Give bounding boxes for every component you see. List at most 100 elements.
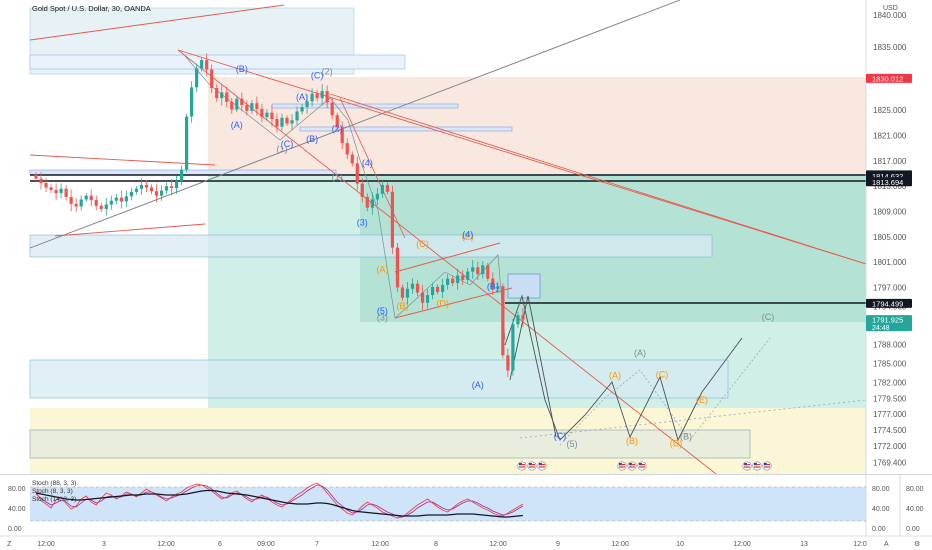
candle[interactable] — [501, 283, 505, 359]
candle[interactable] — [285, 115, 289, 126]
candle[interactable] — [360, 178, 364, 203]
candle[interactable] — [385, 182, 389, 195]
candle[interactable] — [491, 272, 495, 295]
candle[interactable] — [79, 195, 83, 211]
candle[interactable] — [255, 96, 259, 116]
price-tag[interactable]: 1813.694 — [866, 177, 912, 187]
candle[interactable] — [446, 273, 450, 290]
candle[interactable] — [370, 192, 374, 215]
candle[interactable] — [185, 113, 189, 173]
candle[interactable] — [265, 109, 269, 121]
candle[interactable] — [516, 311, 520, 328]
us-flag-event-icon[interactable] — [752, 461, 762, 471]
candle[interactable] — [466, 268, 470, 284]
candle[interactable] — [220, 85, 224, 106]
candle[interactable] — [44, 178, 48, 193]
candle[interactable] — [365, 193, 369, 212]
settings-icon[interactable]: ⚙ — [914, 540, 920, 548]
stochastic-pane[interactable]: Stoch (88, 3, 3)Stoch (8, 3, 3)Stoch (14… — [0, 474, 932, 537]
candle[interactable] — [380, 180, 384, 198]
candle[interactable] — [420, 285, 425, 310]
candle[interactable] — [375, 188, 379, 206]
candle[interactable] — [415, 280, 420, 297]
us-flag-event-icon[interactable] — [762, 461, 772, 471]
candle[interactable] — [471, 259, 475, 279]
candle[interactable] — [49, 184, 53, 194]
candle[interactable] — [225, 86, 229, 108]
candle[interactable] — [310, 88, 314, 107]
candle[interactable] — [335, 112, 339, 130]
candle[interactable] — [215, 84, 219, 102]
us-flag-event-icon[interactable] — [617, 461, 627, 471]
candle[interactable] — [506, 348, 510, 378]
candle[interactable] — [39, 172, 43, 190]
candle[interactable] — [174, 175, 179, 194]
candle[interactable] — [461, 270, 465, 286]
candle[interactable] — [245, 100, 249, 116]
candle[interactable] — [405, 282, 410, 305]
economic-event-icons[interactable] — [517, 461, 772, 471]
candle[interactable] — [240, 92, 244, 112]
candle[interactable] — [400, 284, 405, 301]
candle[interactable] — [84, 193, 88, 202]
candle[interactable] — [159, 185, 164, 201]
candle[interactable] — [114, 193, 118, 205]
candle[interactable] — [34, 172, 38, 182]
candle[interactable] — [456, 268, 460, 290]
candle[interactable] — [350, 151, 354, 167]
candle[interactable] — [390, 185, 395, 254]
candle[interactable] — [395, 242, 400, 293]
candle[interactable] — [200, 57, 204, 72]
auto-scale-icon[interactable]: A — [884, 541, 889, 548]
price-tag[interactable]: 1830.012 — [866, 73, 912, 84]
candle[interactable] — [325, 85, 329, 109]
candle[interactable] — [270, 105, 274, 127]
us-flag-event-icon[interactable] — [637, 461, 647, 471]
candle[interactable] — [486, 262, 490, 282]
candle[interactable] — [109, 195, 113, 210]
candle[interactable] — [355, 156, 359, 191]
candle[interactable] — [511, 319, 515, 376]
us-flag-event-icon[interactable] — [742, 461, 752, 471]
candle[interactable] — [235, 96, 239, 113]
candle[interactable] — [521, 308, 525, 327]
candle[interactable] — [280, 113, 284, 131]
candle[interactable] — [134, 186, 138, 195]
candle[interactable] — [149, 184, 154, 195]
candle[interactable] — [69, 189, 73, 212]
candle[interactable] — [305, 94, 309, 114]
us-flag-event-icon[interactable] — [527, 461, 537, 471]
candle[interactable] — [250, 100, 254, 114]
price-axis[interactable]: 1840.0001835.0001830.0001825.0001821.000… — [865, 0, 912, 474]
time-axis[interactable]: 12:00 3 12:00 6 09:00 7 12:00 8 12:00 9 12:00 10 12:… — [0, 535, 932, 548]
candle[interactable] — [441, 278, 445, 299]
candle[interactable] — [436, 284, 440, 295]
candle[interactable] — [300, 103, 304, 115]
candle[interactable] — [345, 138, 349, 160]
candle[interactable] — [169, 178, 174, 196]
us-flag-event-icon[interactable] — [627, 461, 637, 471]
candle[interactable] — [295, 106, 299, 125]
candle[interactable] — [129, 187, 133, 201]
candle[interactable] — [330, 98, 334, 120]
candle[interactable] — [230, 97, 234, 114]
candle[interactable] — [481, 261, 485, 279]
candle[interactable] — [451, 275, 455, 287]
candle[interactable] — [315, 90, 319, 102]
candle[interactable] — [210, 64, 214, 94]
drawing-zones[interactable] — [29, 0, 866, 474]
candle[interactable] — [320, 83, 324, 106]
candle[interactable] — [74, 198, 78, 213]
candle[interactable] — [410, 278, 415, 294]
candle[interactable] — [139, 178, 144, 195]
candle[interactable] — [275, 113, 279, 133]
candle[interactable] — [64, 185, 68, 201]
candle[interactable] — [119, 190, 123, 209]
candle[interactable] — [290, 114, 294, 130]
price-candles[interactable] — [34, 53, 525, 378]
candle[interactable] — [425, 289, 430, 309]
candle[interactable] — [496, 281, 500, 294]
candle[interactable] — [476, 261, 480, 280]
